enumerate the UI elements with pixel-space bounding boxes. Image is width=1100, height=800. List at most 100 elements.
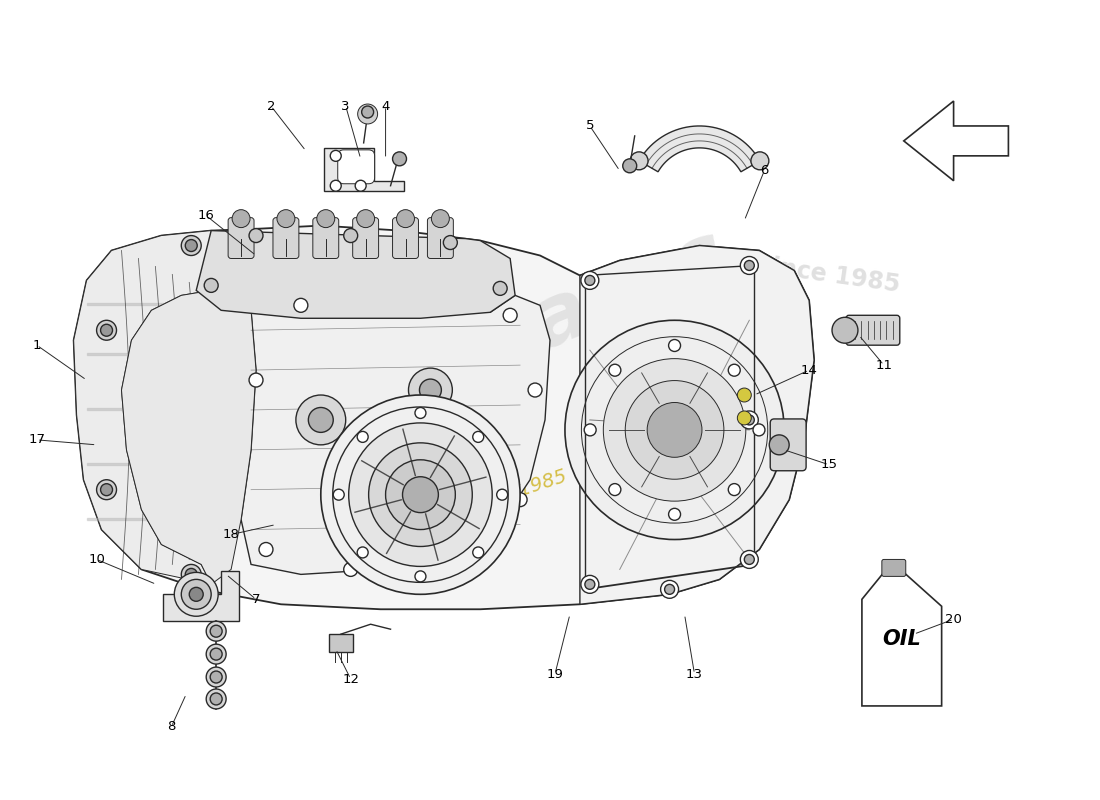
Circle shape [232, 210, 250, 228]
Text: a passion for cars since 1985: a passion for cars since 1985 [292, 466, 569, 573]
FancyBboxPatch shape [882, 559, 905, 576]
Circle shape [358, 431, 368, 442]
Circle shape [745, 415, 755, 425]
Circle shape [581, 271, 598, 290]
Text: 14: 14 [801, 364, 817, 377]
Text: 17: 17 [29, 434, 45, 446]
Circle shape [210, 626, 222, 637]
Circle shape [513, 493, 527, 506]
FancyBboxPatch shape [353, 218, 378, 258]
Circle shape [740, 550, 758, 569]
Text: 10: 10 [88, 553, 104, 566]
Circle shape [625, 381, 724, 479]
Circle shape [623, 159, 637, 173]
Circle shape [565, 320, 784, 539]
Circle shape [630, 152, 648, 170]
Circle shape [330, 180, 341, 191]
Circle shape [609, 484, 620, 495]
Polygon shape [323, 148, 404, 190]
Circle shape [349, 423, 492, 566]
Text: 3: 3 [341, 99, 350, 113]
Circle shape [361, 430, 400, 470]
Text: since 1985: since 1985 [757, 254, 902, 298]
Circle shape [189, 587, 204, 602]
Circle shape [368, 443, 472, 546]
Circle shape [415, 571, 426, 582]
Text: 13: 13 [686, 667, 703, 681]
Circle shape [461, 461, 480, 478]
Circle shape [419, 379, 441, 401]
Circle shape [249, 229, 263, 242]
Circle shape [473, 547, 484, 558]
Text: 5: 5 [585, 119, 594, 133]
Text: 4: 4 [382, 99, 389, 113]
Circle shape [584, 424, 596, 436]
Circle shape [355, 180, 366, 191]
Circle shape [751, 152, 769, 170]
Circle shape [581, 575, 598, 594]
Text: 16: 16 [198, 209, 214, 222]
Circle shape [585, 275, 595, 286]
Text: 1: 1 [33, 338, 41, 352]
Circle shape [210, 648, 222, 660]
Circle shape [358, 104, 377, 124]
Circle shape [393, 152, 407, 166]
Polygon shape [74, 230, 211, 584]
Circle shape [182, 579, 211, 610]
Circle shape [333, 489, 344, 500]
Circle shape [206, 622, 227, 641]
Circle shape [185, 239, 197, 251]
Circle shape [371, 440, 390, 460]
Circle shape [585, 579, 595, 590]
Circle shape [185, 569, 197, 580]
Circle shape [603, 358, 746, 501]
FancyBboxPatch shape [428, 218, 453, 258]
Circle shape [661, 580, 679, 598]
Text: eurospares: eurospares [221, 214, 739, 486]
Circle shape [210, 693, 222, 705]
Circle shape [745, 261, 755, 270]
Circle shape [97, 320, 117, 340]
FancyBboxPatch shape [273, 218, 299, 258]
Circle shape [182, 565, 201, 584]
Text: 2: 2 [266, 99, 275, 113]
Text: 15: 15 [821, 458, 837, 471]
Polygon shape [163, 571, 239, 622]
Circle shape [443, 553, 458, 566]
Circle shape [277, 210, 295, 228]
Circle shape [737, 411, 751, 425]
Circle shape [205, 278, 218, 292]
FancyBboxPatch shape [338, 150, 375, 184]
Circle shape [669, 339, 681, 351]
Text: 19: 19 [547, 667, 563, 681]
Circle shape [745, 554, 755, 565]
Circle shape [317, 210, 334, 228]
Circle shape [362, 106, 374, 118]
Circle shape [769, 435, 789, 455]
Polygon shape [74, 226, 814, 610]
Polygon shape [904, 101, 1009, 181]
Circle shape [408, 368, 452, 412]
Text: OIL: OIL [882, 629, 921, 649]
Circle shape [740, 411, 758, 429]
Circle shape [740, 257, 758, 274]
Circle shape [497, 489, 507, 500]
Polygon shape [121, 290, 256, 584]
Circle shape [210, 671, 222, 683]
Text: 20: 20 [945, 613, 962, 626]
Circle shape [296, 395, 345, 445]
Circle shape [528, 383, 542, 397]
Polygon shape [196, 230, 515, 318]
Circle shape [97, 480, 117, 500]
Circle shape [415, 407, 426, 418]
Circle shape [503, 308, 517, 322]
Polygon shape [329, 634, 353, 652]
Polygon shape [862, 572, 942, 706]
Circle shape [473, 431, 484, 442]
Circle shape [728, 364, 740, 376]
Polygon shape [639, 126, 760, 172]
Circle shape [206, 667, 227, 687]
Text: 6: 6 [760, 164, 769, 178]
Circle shape [182, 235, 201, 255]
Circle shape [206, 689, 227, 709]
